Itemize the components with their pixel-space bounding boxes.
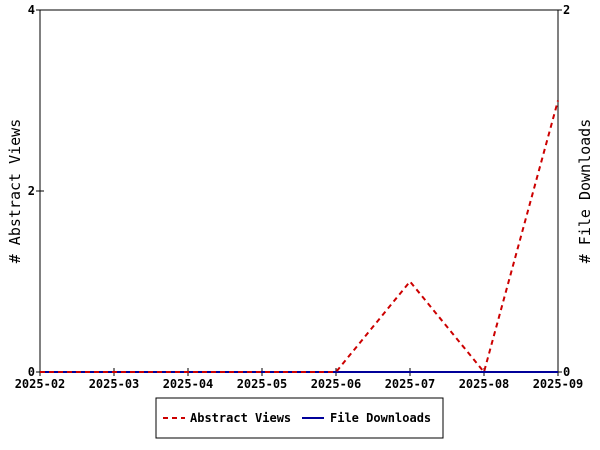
x-tick-label: 2025-06 [311, 377, 362, 391]
y-axis-left-title: # Abstract Views [6, 119, 24, 264]
legend-label-file-downloads: File Downloads [330, 411, 431, 425]
y-right-tick-label: 0 [563, 365, 570, 379]
legend: Abstract Views File Downloads [155, 397, 444, 439]
y-left-tick-label: 2 [28, 184, 35, 198]
x-tick-label: 2025-04 [163, 377, 214, 391]
x-tick-label: 2025-05 [237, 377, 288, 391]
x-tick-label: 2025-02 [15, 377, 66, 391]
legend-label-abstract-views: Abstract Views [190, 411, 291, 425]
x-tick-label: 2025-09 [533, 377, 584, 391]
y-left-tick-label: 4 [28, 3, 35, 17]
x-tick-label: 2025-07 [385, 377, 436, 391]
y-axis-right-title: # File Downloads [576, 119, 594, 264]
y-right-tick-label: 2 [563, 3, 570, 17]
legend-box [155, 397, 444, 439]
series-layer [40, 100, 559, 375]
x-tick-label: 2025-08 [459, 377, 510, 391]
plot-area [39, 9, 559, 373]
x-tick-label: 2025-03 [89, 377, 140, 391]
y-left-tick-label: 0 [28, 365, 35, 379]
